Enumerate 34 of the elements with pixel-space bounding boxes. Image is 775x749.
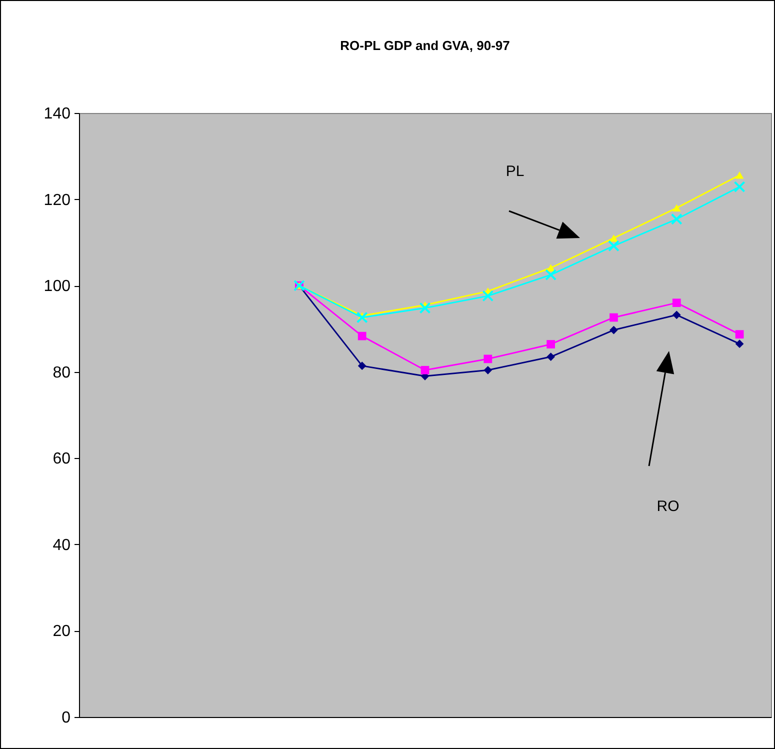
point	[734, 181, 746, 193]
y-tick-label: 40	[52, 536, 71, 554]
point	[735, 330, 744, 339]
point	[672, 298, 681, 308]
point	[546, 352, 555, 361]
y-tick-label: 0	[62, 710, 71, 726]
point	[610, 326, 618, 334]
point	[484, 366, 492, 374]
y-tick-label: 80	[52, 364, 71, 382]
point	[610, 313, 618, 322]
point	[545, 269, 557, 281]
chart-title: RO-PL GDP and GVA, 90-97	[340, 38, 510, 53]
y-tick-label: 100	[44, 278, 71, 296]
annotation: RO	[656, 498, 680, 515]
point	[484, 354, 492, 364]
point	[670, 213, 682, 225]
y-tick-label: 140	[44, 106, 71, 122]
point	[672, 310, 681, 320]
point	[356, 312, 368, 324]
point	[358, 362, 366, 370]
point	[546, 340, 555, 348]
point	[419, 302, 431, 314]
point	[482, 290, 494, 302]
annotation: PL	[506, 163, 524, 180]
point	[610, 234, 618, 242]
point	[358, 332, 366, 340]
point	[608, 240, 620, 252]
y-tick-label: 20	[52, 623, 71, 640]
y-tick-label: 60	[52, 450, 71, 468]
point	[420, 366, 430, 374]
point	[672, 204, 681, 212]
point	[735, 172, 744, 179]
point	[735, 340, 744, 348]
y-tick-label: 120	[44, 192, 71, 209]
